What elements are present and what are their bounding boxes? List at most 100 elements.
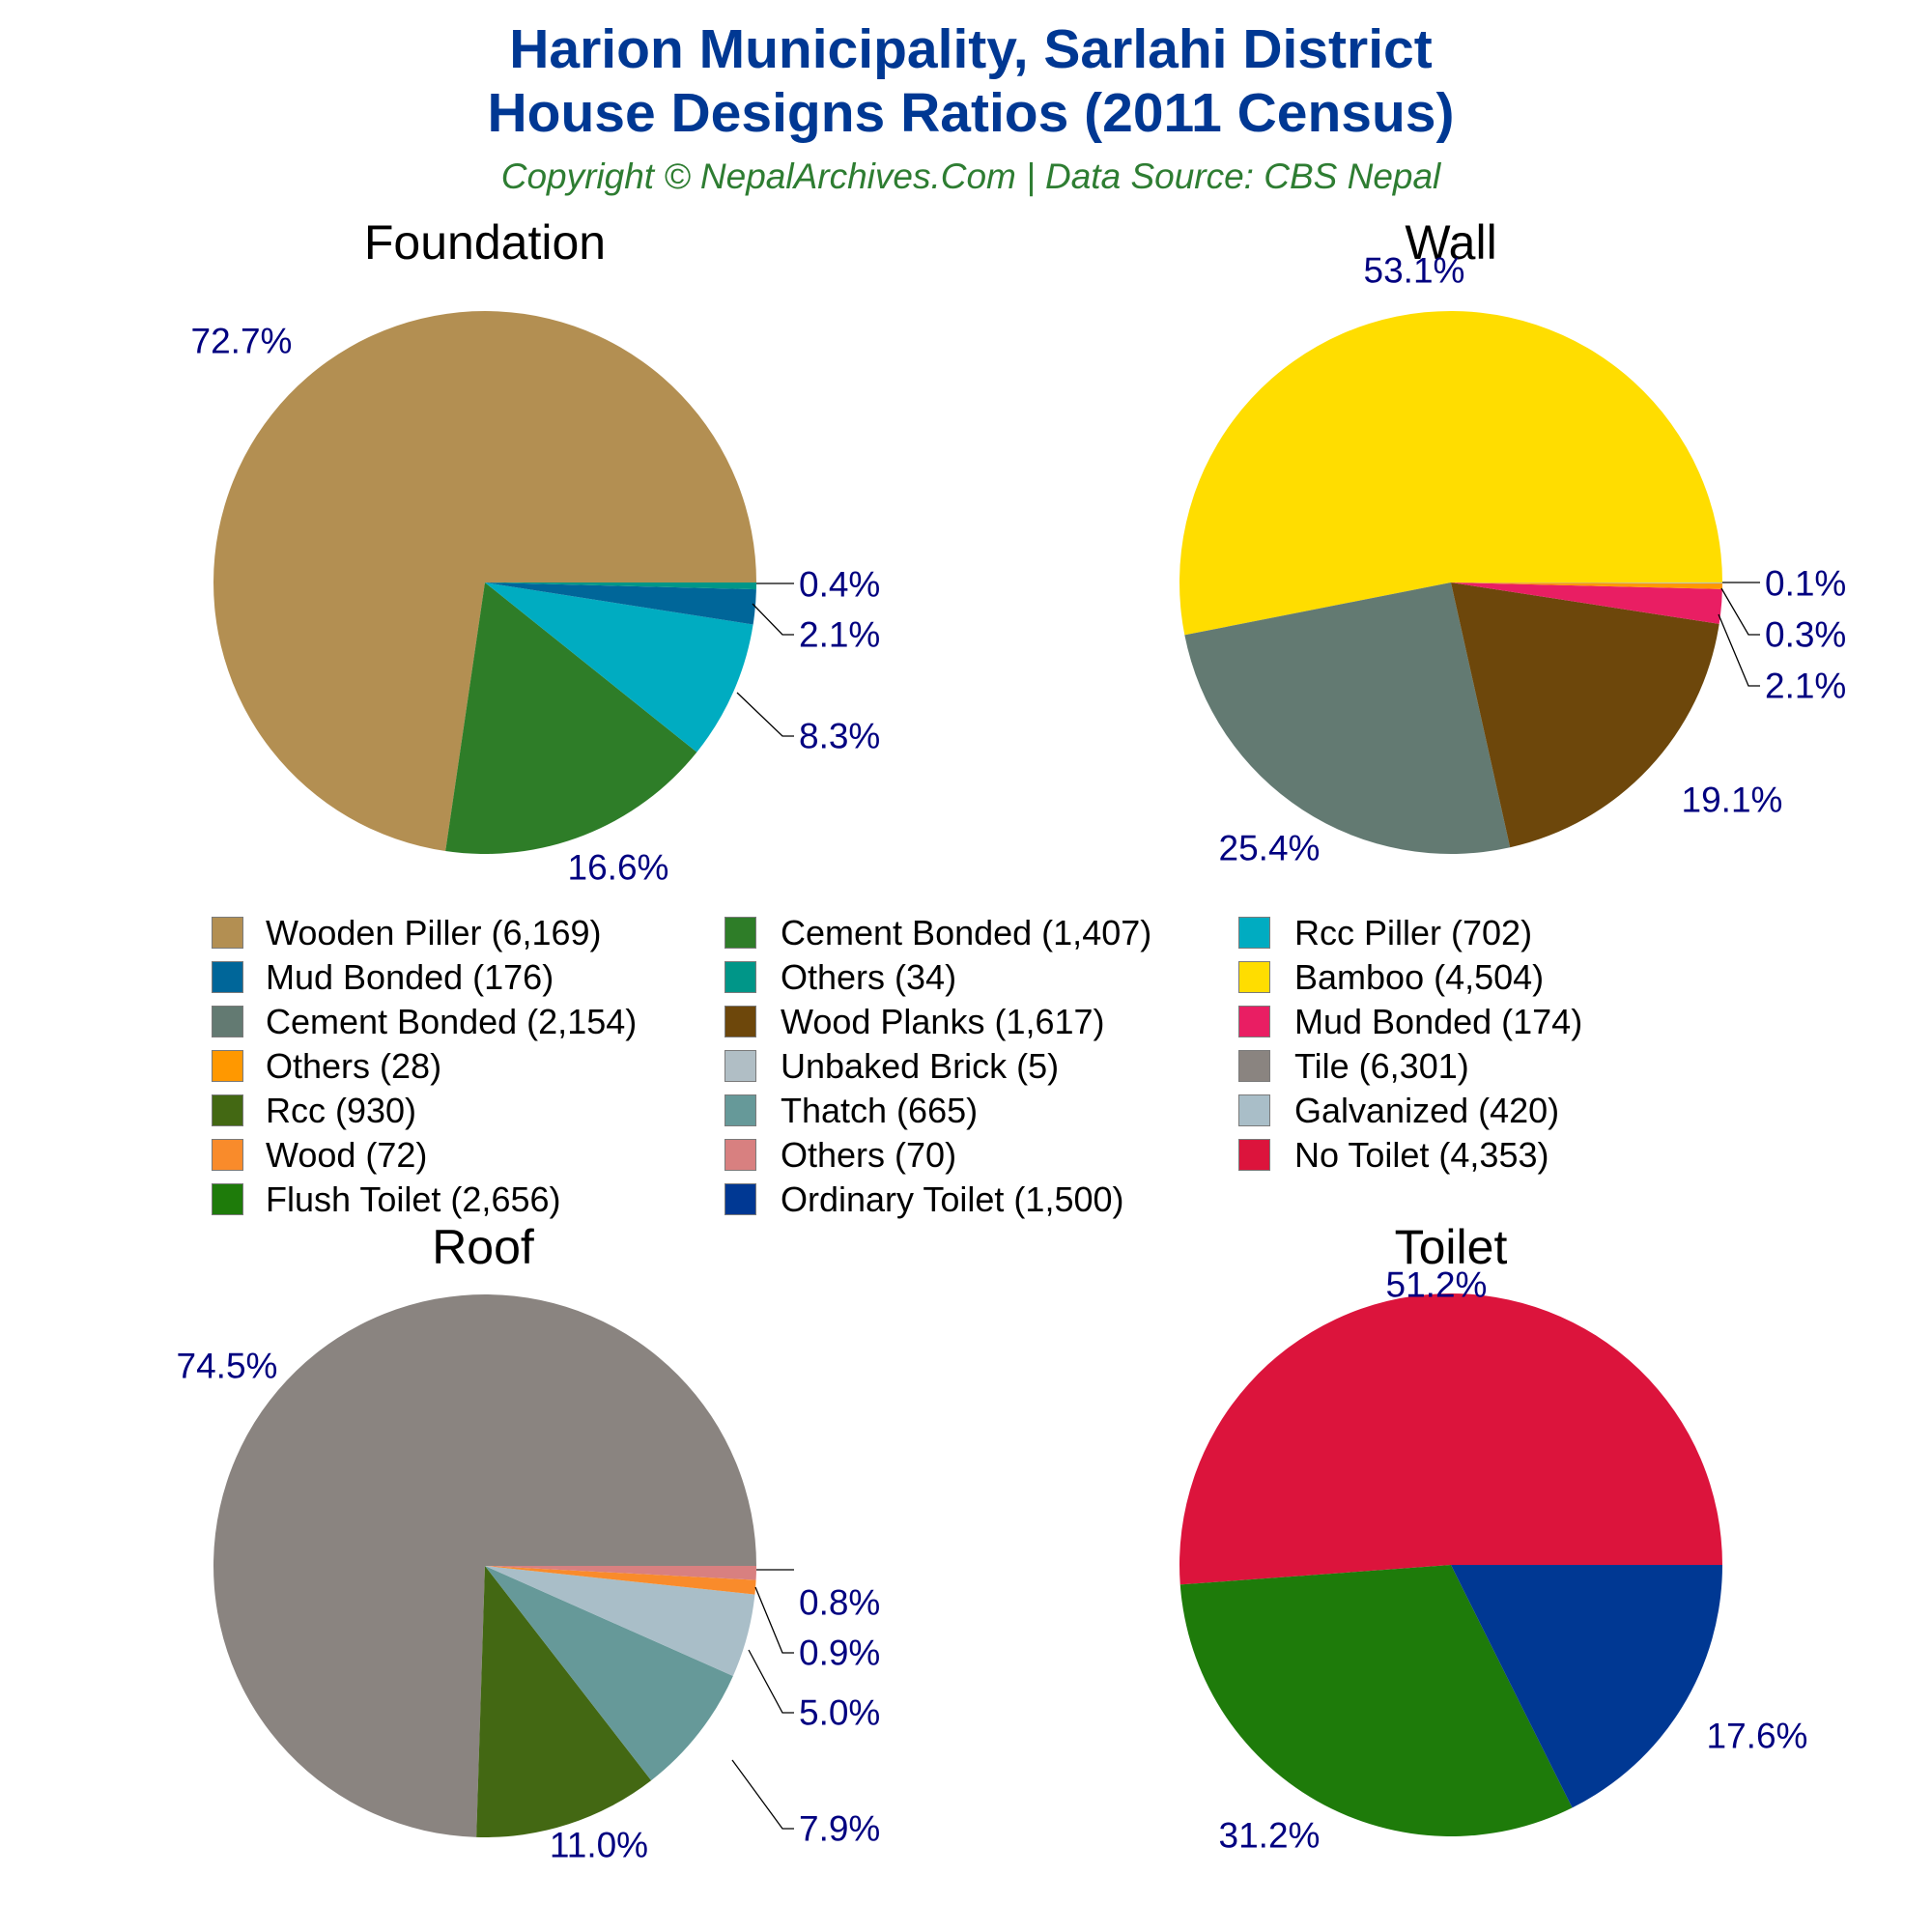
percent-label: 2.1% bbox=[1765, 667, 1846, 706]
legend-swatch bbox=[212, 1050, 243, 1082]
legend-label: Rcc (930) bbox=[266, 1091, 417, 1130]
percent-label: 19.1% bbox=[1682, 781, 1783, 820]
pie-slice-cement-bonded bbox=[1184, 582, 1511, 854]
percent-label: 53.1% bbox=[1364, 251, 1465, 291]
pie-title-roof: Roof bbox=[432, 1220, 534, 1274]
pie-percent-labels: 51.2% 31.2% 17.6% bbox=[1219, 1265, 1808, 1856]
legend-label: Others (34) bbox=[781, 957, 957, 997]
legend-label: Bamboo (4,504) bbox=[1294, 957, 1545, 997]
legend-swatch bbox=[1238, 1094, 1270, 1126]
legend-label: Others (70) bbox=[781, 1135, 957, 1175]
percent-label: 0.3% bbox=[1765, 615, 1846, 655]
legend-label: Tile (6,301) bbox=[1294, 1046, 1469, 1086]
legend-swatch bbox=[1238, 1139, 1270, 1171]
pie-slices bbox=[213, 1294, 757, 1838]
pie-title-foundation: Foundation bbox=[364, 215, 606, 270]
legend-swatch bbox=[212, 961, 243, 993]
pie-title-toilet: Toilet bbox=[1395, 1220, 1508, 1274]
pie-slice-mud-bonded bbox=[1451, 582, 1722, 624]
legend-label: Cement Bonded (1,407) bbox=[781, 913, 1152, 952]
percent-label: 17.6% bbox=[1707, 1717, 1808, 1756]
pie-slices bbox=[1179, 1293, 1722, 1836]
legend-label: Wooden Piller (6,169) bbox=[266, 913, 602, 952]
legend-swatch bbox=[1238, 917, 1270, 949]
pie-slice-galvanized bbox=[485, 1566, 755, 1676]
percent-label: 0.8% bbox=[799, 1583, 880, 1623]
legend-label: Unbaked Brick (5) bbox=[781, 1046, 1060, 1086]
legend-swatch bbox=[724, 961, 756, 993]
pie-title-wall: Wall bbox=[1405, 215, 1496, 270]
leader-line bbox=[1718, 613, 1760, 687]
pie-slices bbox=[213, 311, 756, 855]
chart-subtitle: Copyright © NepalArchives.Com | Data Sou… bbox=[500, 156, 1441, 196]
pie-slice-wooden-piller bbox=[213, 311, 756, 852]
pie-slice-rcc-piller bbox=[485, 582, 753, 753]
pie-slice-thatch bbox=[485, 1566, 733, 1781]
legend-label: Mud Bonded (174) bbox=[1294, 1002, 1583, 1041]
pie-wall: Wall 53.1% 25.4% 19.1% 2.1% 0.3% 0.1% bbox=[1179, 215, 1846, 868]
legend-swatch bbox=[724, 1006, 756, 1037]
pie-slice-bamboo bbox=[1179, 310, 1722, 636]
pie-roof: Roof 74.5% 11.0% 7.9% 5.0% 0.9% 0.8% bbox=[177, 1220, 881, 1865]
percent-label: 16.6% bbox=[568, 848, 669, 888]
pie-slice-wood bbox=[485, 1566, 756, 1595]
chart-title-line-1: Harion Municipality, Sarlahi District bbox=[509, 18, 1433, 80]
pie-slices bbox=[1179, 310, 1723, 854]
pie-percent-labels: 74.5% 11.0% 7.9% 5.0% 0.9% 0.8% bbox=[177, 1347, 881, 1865]
pie-slice-others bbox=[485, 1566, 756, 1580]
legend-label: No Toilet (4,353) bbox=[1294, 1135, 1549, 1175]
percent-label: 72.7% bbox=[191, 322, 293, 361]
pie-slice-tile bbox=[213, 1294, 757, 1837]
pie-slice-ordinary-toilet bbox=[1451, 1565, 1722, 1808]
percent-label: 8.3% bbox=[799, 717, 880, 756]
legend-label: Thatch (665) bbox=[781, 1091, 979, 1130]
percent-label: 25.4% bbox=[1219, 829, 1321, 868]
legend-swatch bbox=[724, 1139, 756, 1171]
legend-label: Wood (72) bbox=[266, 1135, 428, 1175]
percent-label: 0.1% bbox=[1765, 564, 1846, 604]
pie-slice-no-toilet bbox=[1179, 1293, 1722, 1585]
legend-label: Mud Bonded (176) bbox=[266, 957, 554, 997]
percent-label: 5.0% bbox=[799, 1693, 880, 1733]
pie-foundation: Foundation 72.7% 16.6% 8.3% 2.1% 0.4% bbox=[191, 215, 881, 888]
leader-line bbox=[736, 692, 794, 737]
pie-slice-wood-planks bbox=[1451, 582, 1719, 848]
legend-swatch bbox=[212, 1094, 243, 1126]
legend-swatch bbox=[212, 917, 243, 949]
percent-label: 31.2% bbox=[1219, 1816, 1321, 1856]
leader-line bbox=[731, 1759, 794, 1830]
pie-percent-labels: 72.7% 16.6% 8.3% 2.1% 0.4% bbox=[191, 322, 881, 888]
legend-swatch bbox=[212, 1006, 243, 1037]
pie-slice-unbaked-brick bbox=[1451, 582, 1723, 584]
legend-swatch bbox=[1238, 1006, 1270, 1037]
legend-label: Galvanized (420) bbox=[1294, 1091, 1560, 1130]
pie-toilet: Toilet 51.2% 31.2% 17.6% bbox=[1179, 1220, 1807, 1856]
pie-percent-labels: 53.1% 25.4% 19.1% 2.1% 0.3% 0.1% bbox=[1219, 251, 1847, 868]
legend-label: Flush Toilet (2,656) bbox=[266, 1179, 561, 1219]
legend-label: Wood Planks (1,617) bbox=[781, 1002, 1105, 1041]
legend-swatch bbox=[1238, 1050, 1270, 1082]
leader-line bbox=[754, 1586, 794, 1654]
pie-slice-others bbox=[485, 582, 756, 590]
chart-title-line-2: House Designs Ratios (2011 Census) bbox=[487, 82, 1455, 144]
legend-label: Cement Bonded (2,154) bbox=[266, 1002, 638, 1041]
pie-slice-mud-bonded bbox=[485, 582, 756, 625]
legend-swatch bbox=[724, 917, 756, 949]
leader-line bbox=[748, 1649, 794, 1714]
percent-label: 11.0% bbox=[550, 1826, 648, 1865]
leader-line bbox=[752, 603, 794, 636]
legend-swatch bbox=[724, 1094, 756, 1126]
percent-label: 0.4% bbox=[799, 565, 880, 605]
leader-line bbox=[1720, 587, 1760, 636]
percent-label: 0.9% bbox=[799, 1634, 880, 1673]
pie-slice-flush-toilet bbox=[1179, 1565, 1573, 1836]
legend-label: Others (28) bbox=[266, 1046, 442, 1086]
percent-label: 2.1% bbox=[799, 615, 880, 655]
legend-swatch bbox=[212, 1139, 243, 1171]
legend-swatch bbox=[724, 1183, 756, 1215]
percent-label: 7.9% bbox=[799, 1809, 880, 1849]
legend-swatch bbox=[1238, 961, 1270, 993]
legend-swatch bbox=[212, 1183, 243, 1215]
pie-slice-others bbox=[1451, 582, 1722, 589]
